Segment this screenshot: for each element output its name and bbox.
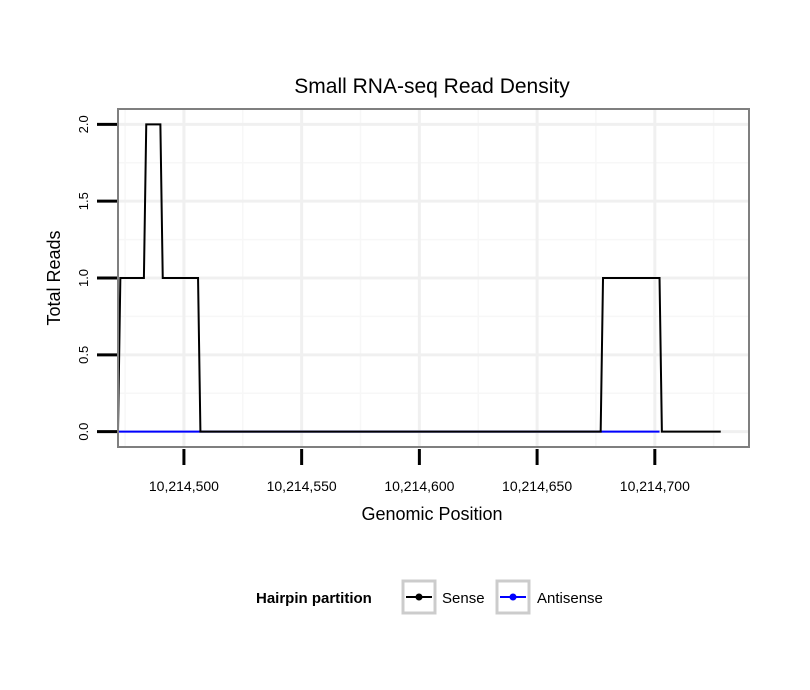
y-axis: 0.0 0.5 1.0 1.5 2.0 — [76, 115, 117, 441]
x-axis: 10,214,500 10,214,550 10,214,600 10,214,650… — [149, 449, 690, 494]
y-tick-label: 0.0 — [76, 423, 91, 441]
legend-label-sense: Sense — [442, 590, 485, 607]
series-layer — [106, 123, 721, 433]
legend-dot-sense — [415, 593, 423, 601]
y-tick-label: 0.5 — [76, 346, 91, 364]
plot-border — [117, 108, 750, 448]
legend-label-antisense: Antisense — [537, 590, 603, 607]
legend-item-sense: Sense — [401, 579, 485, 615]
legend: Hairpin partition Sense Antisense — [256, 579, 603, 615]
y-axis-label: Total Reads — [44, 230, 64, 325]
legend-title: Hairpin partition — [256, 590, 372, 607]
x-tick-label: 10,214,700 — [620, 478, 690, 494]
x-tick-label: 10,214,500 — [149, 478, 219, 494]
y-tick-label: 1.5 — [76, 192, 91, 210]
x-axis-label: Genomic Position — [361, 504, 502, 524]
chart-title: Small RNA-seq Read Density — [294, 75, 570, 98]
legend-item-antisense: Antisense — [495, 579, 603, 615]
y-tick-label: 2.0 — [76, 115, 91, 133]
x-tick-label: 10,214,650 — [502, 478, 572, 494]
x-tick-label: 10,214,550 — [267, 478, 337, 494]
x-tick-label: 10,214,600 — [384, 478, 454, 494]
series-line-sense — [106, 123, 721, 433]
legend-dot-antisense — [509, 593, 517, 601]
plot-panel — [106, 108, 750, 448]
y-tick-label: 1.0 — [76, 269, 91, 287]
